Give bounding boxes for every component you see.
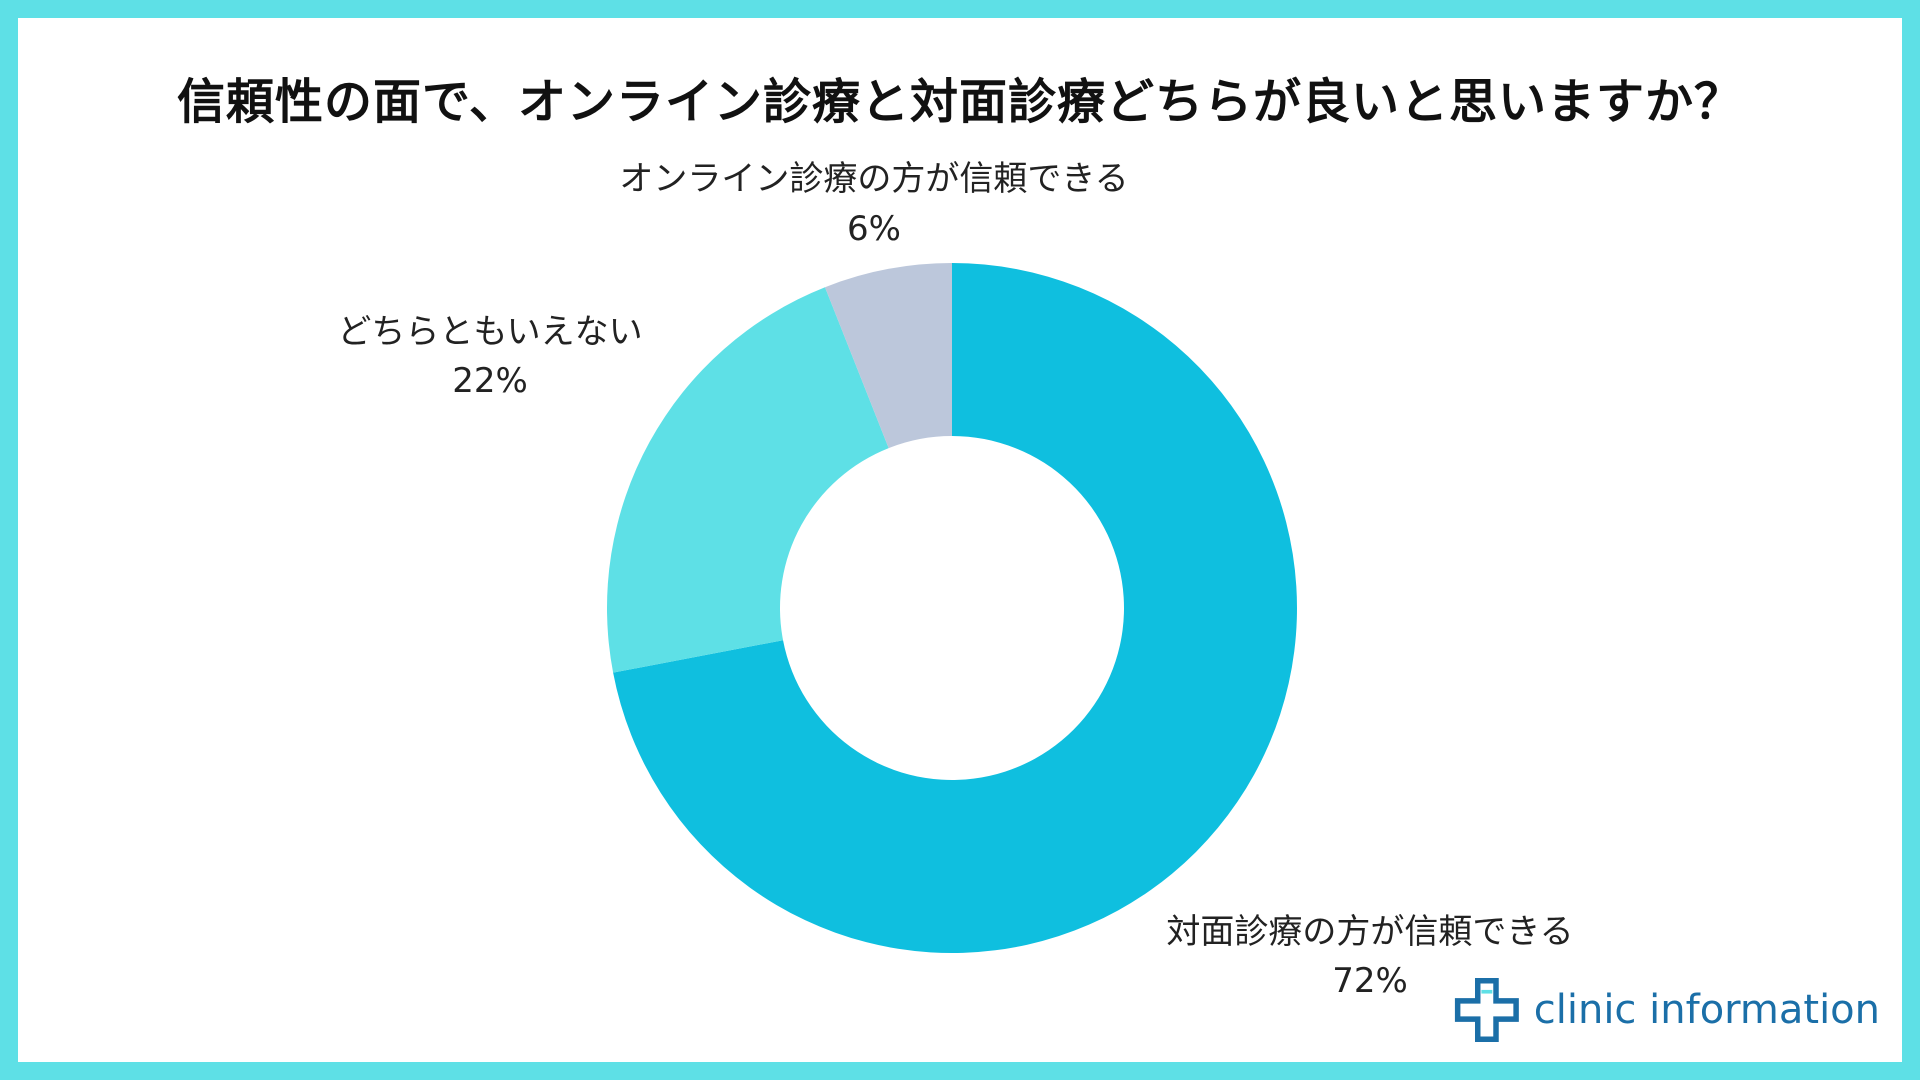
donut-slice-1 — [613, 263, 1298, 953]
slice-value-label-3: 6% — [847, 209, 901, 249]
logo-text: clinic information — [1533, 987, 1880, 1033]
donut-slice-2 — [606, 287, 889, 673]
medical-cross-icon — [1454, 978, 1519, 1042]
slice-label-2: どちらともいえない — [337, 312, 642, 352]
slice-value-label-2: 22% — [452, 361, 528, 401]
chart-title: 信頼性の面で、オンライン診療と対面診療どちらが良いと思いますか？ — [176, 74, 1744, 130]
slice-label-1: 対面診療の方が信頼できる — [1166, 912, 1573, 952]
clinic-information-logo: clinic information — [1432, 960, 1880, 1060]
slice-label-3: オンライン診療の方が信頼できる — [619, 159, 1128, 199]
donut-slice-3 — [824, 263, 952, 449]
slice-value-label-1: 72% — [1332, 961, 1408, 1001]
